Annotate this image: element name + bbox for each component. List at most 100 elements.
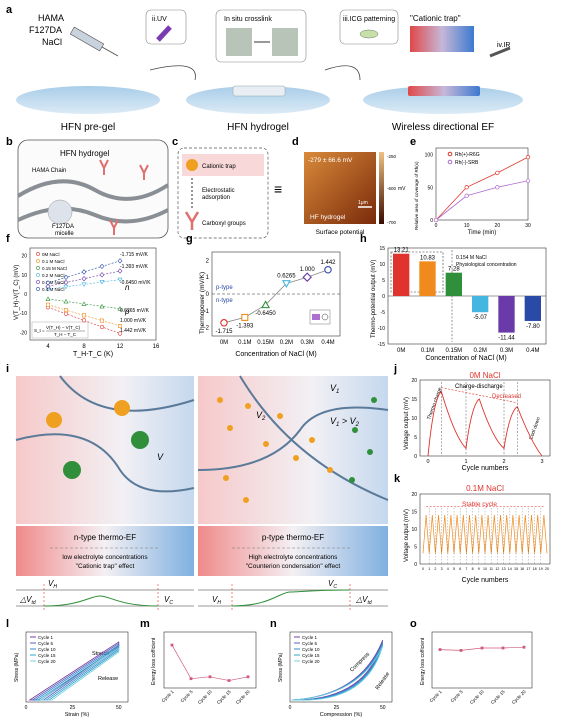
panel-h: Thermo-potential output (mV) Concentrati… — [371, 246, 547, 362]
i-ptitle: p-type thermo-EF — [262, 533, 324, 542]
panelN-xtick-0: 0 — [289, 705, 292, 711]
panelN-legend-4: Cycle 20 — [302, 659, 320, 664]
colorbar — [379, 152, 384, 224]
n-ylabel: Stress (MPa) — [278, 652, 284, 682]
g-ylabel: Thermopower (mV/K) — [199, 272, 206, 334]
e-legend-2: Rh(-)-SRB — [455, 160, 479, 166]
panelN-legend-2: Cycle 10 — [302, 647, 320, 652]
afm-sample-label: HF hydrogel — [310, 214, 346, 221]
f-legend-3: 0.2 M NaCl — [42, 273, 65, 278]
panelL-legend-2: Cycle 10 — [38, 647, 56, 652]
panel-letter-c: c — [172, 136, 178, 148]
icg-box — [339, 9, 399, 45]
i-left-vh: VH — [48, 579, 57, 590]
g-value-label-4: 1.000 — [300, 267, 316, 273]
f-point-3-2 — [81, 282, 87, 288]
e-legend-1: Rh(+)-R6G — [455, 152, 480, 158]
panelL-legend-0: Cycle 1 — [38, 635, 54, 640]
h-ytick-2: 5 — [382, 278, 385, 284]
i-v2: V2 — [256, 410, 266, 422]
f-n-label: n — [125, 283, 130, 292]
micelle — [47, 199, 73, 225]
i-right-anions — [349, 397, 377, 483]
h-bar-3 — [472, 296, 489, 313]
o-point-3 — [501, 646, 505, 650]
f-legend-5: 0.4 M NaCl — [42, 287, 65, 292]
g-point-0 — [220, 319, 228, 327]
g-xtick-2: 0.15M — [257, 340, 274, 346]
f-point-3-3 — [99, 280, 105, 285]
o-axes — [431, 631, 533, 689]
i-left-profile — [16, 584, 194, 612]
i-psub-2: "Counterion condensation" effect — [246, 563, 341, 570]
k-xlabel: Cycle numbers — [462, 577, 509, 584]
h-value-label-3: -5.07 — [473, 315, 487, 321]
o-xtick-1: Cycle 5 — [450, 689, 464, 703]
f-legend-0: 0M NaCl — [42, 252, 60, 257]
m-line — [171, 644, 249, 681]
n-compress-label: Compress — [349, 651, 371, 673]
reagent-2: F127DA — [29, 25, 62, 35]
g-point-3 — [281, 280, 291, 289]
n-xlabel: Compression (%) — [320, 712, 363, 718]
o-point-4 — [522, 645, 526, 649]
h-value-label-0: 13.21 — [394, 248, 410, 254]
k-xtick-14: 14 — [508, 567, 512, 571]
carboxyl-3 — [109, 219, 119, 235]
f-point-1-1 — [64, 308, 69, 313]
panelN-xtick-1: 25 — [334, 705, 340, 711]
i-left-chain-2 — [59, 375, 195, 412]
k-xtick-18: 18 — [533, 567, 537, 571]
uv-label: ii.UV — [152, 16, 167, 23]
i-left-anion-1 — [63, 461, 81, 479]
pregel-basin — [16, 86, 160, 114]
o-point-1 — [459, 649, 463, 652]
label-wireless: Wireless directional EF — [392, 122, 494, 133]
panel-letter-l: l — [6, 618, 9, 630]
k-ytick-0: 20 — [411, 492, 417, 498]
f-point-1-0 — [45, 302, 50, 307]
i-left-chain-1 — [15, 433, 195, 493]
j-ytick-4: 0 — [414, 454, 417, 460]
k-ytick-2: 10 — [411, 527, 417, 533]
f-point-4-0 — [45, 283, 51, 289]
i-left-vc: VC — [164, 595, 173, 606]
icg-label: iii.ICG patterning — [343, 16, 395, 23]
uv-lamp-icon — [156, 25, 172, 42]
i-ntitle: n-type thermo-EF — [74, 533, 136, 542]
f-formula-b: V(T_H) − V(T_C) — [46, 325, 81, 330]
g-inset-icon — [309, 309, 331, 325]
o-point-2 — [480, 646, 484, 650]
i-psub-1: High electrolyte concentrations — [249, 554, 339, 561]
f-legend-4: 0.3 M NaCl — [42, 280, 65, 285]
j-xtick-3: 3 — [540, 459, 543, 465]
e-point-1-1 — [464, 193, 469, 198]
m-point-0 — [170, 643, 174, 647]
hydrogel-pad — [232, 85, 286, 97]
panelL-xtick-2: 50 — [116, 705, 122, 711]
h-xtick-2: 0.15M — [445, 348, 462, 354]
i-left-cation-2 — [114, 400, 130, 416]
ir-pen-icon — [489, 46, 511, 58]
h-bar-0 — [393, 253, 410, 296]
k-xtick-2: 2 — [434, 567, 436, 571]
k-xtick-20: 20 — [545, 567, 549, 571]
k-xtick-13: 13 — [502, 567, 506, 571]
h-ytick-5: -10 — [378, 326, 385, 332]
hama-chain-label: HAMA Chain — [32, 168, 66, 174]
panel-j: 0M NaCl Voltage output (mV) Cycle number… — [404, 371, 551, 472]
ef-pad — [408, 86, 480, 96]
l-ylabel: Stress (MPa) — [14, 652, 20, 682]
panel-m: Energy loss cofficient Cycle 1 Cycle 5 Cyc… — [151, 631, 257, 705]
h-highlight-box — [390, 251, 444, 293]
f-point-3-1 — [63, 284, 69, 290]
i-left-scene — [16, 376, 194, 524]
f-point-2-0 — [45, 296, 51, 301]
i-v-compare: V1 > V2 — [330, 416, 360, 428]
wireless-basin — [363, 86, 523, 114]
label-pregel: HFN pre-gel — [61, 122, 115, 133]
i-nsub-1: low electrolyte concentrations — [62, 554, 148, 561]
h-xtick-0: 0M — [397, 348, 405, 354]
f-point-2-1 — [63, 298, 69, 304]
reagent-1: HAMA — [38, 13, 64, 23]
